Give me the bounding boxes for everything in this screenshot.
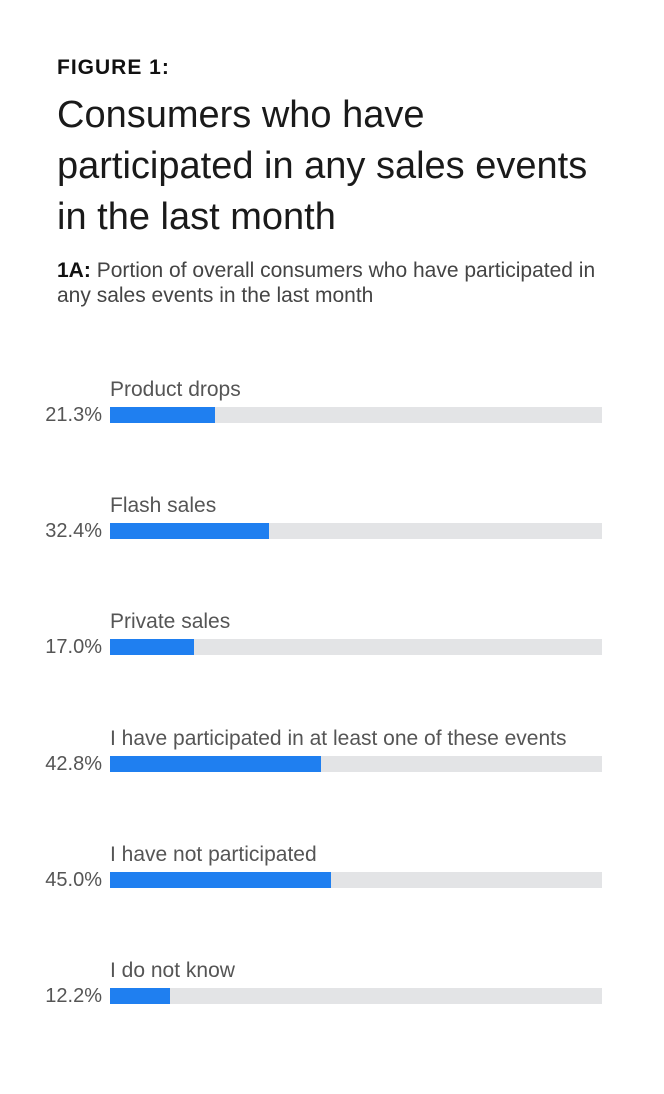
chart-subtitle: 1A: Portion of overall consumers who hav… — [57, 258, 597, 308]
category-label: Flash sales — [110, 494, 217, 517]
subtitle-label: 1A: — [57, 259, 91, 282]
bar — [110, 523, 270, 539]
figure-label: FIGURE 1: — [57, 56, 170, 79]
category-label: Private sales — [110, 610, 231, 633]
bar — [110, 988, 171, 1004]
value-label: 17.0% — [45, 636, 102, 658]
category-label: I do not know — [110, 959, 235, 982]
bar-track — [110, 639, 602, 655]
value-label: 32.4% — [45, 520, 102, 542]
category-label: I have not participated — [110, 843, 317, 866]
value-label: 42.8% — [45, 753, 102, 775]
bar-track — [110, 523, 602, 539]
subtitle-text: Portion of overall consumers who have pa… — [57, 259, 596, 307]
category-label: Product drops — [110, 378, 241, 401]
category-label: I have participated in at least one of t… — [110, 727, 567, 750]
bar — [110, 872, 332, 888]
bar-track — [110, 988, 602, 1004]
chart-title: Consumers who have participated in any s… — [57, 94, 588, 238]
bar — [110, 756, 321, 772]
bar-track — [110, 407, 602, 423]
bar-track — [110, 872, 602, 888]
bar — [110, 407, 215, 423]
bar — [110, 639, 194, 655]
value-label: 21.3% — [45, 404, 102, 426]
value-label: 12.2% — [45, 985, 102, 1007]
value-label: 45.0% — [45, 869, 102, 891]
bar-track — [110, 756, 602, 772]
